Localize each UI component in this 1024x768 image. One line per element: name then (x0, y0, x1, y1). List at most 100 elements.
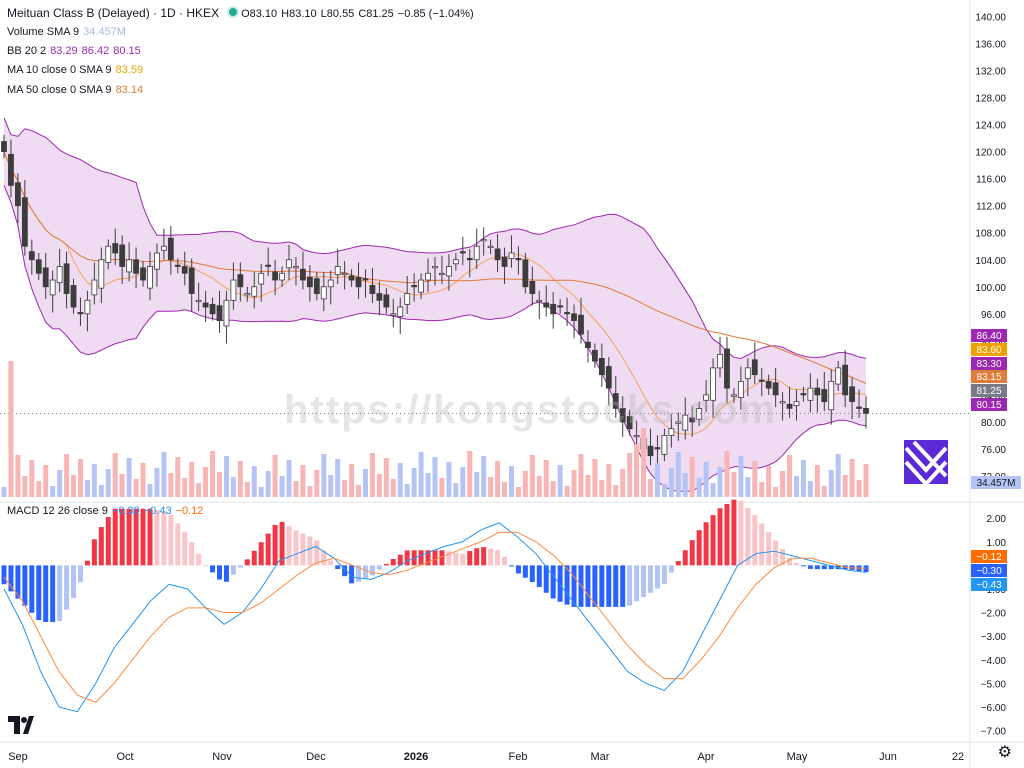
macd-histogram-bar (293, 530, 299, 566)
macd-histogram-bar (105, 517, 111, 566)
candle (724, 336, 730, 403)
macd-histogram-bar (161, 511, 167, 566)
candle (550, 292, 557, 329)
macd-histogram-bar (217, 565, 222, 580)
candle (84, 290, 91, 332)
candle (397, 297, 404, 335)
candle-body (494, 248, 501, 261)
volume-bar (557, 465, 563, 497)
candle-body (300, 268, 306, 281)
candle-body (508, 252, 515, 259)
candle (56, 248, 63, 293)
candle-body (133, 259, 139, 274)
volume-bar (362, 469, 368, 497)
volume-bar (119, 474, 125, 497)
price-tick-label: 124.00 (975, 121, 1006, 132)
macd-histogram-bar (112, 508, 118, 566)
candle-body (466, 258, 473, 261)
candle-body (418, 279, 424, 293)
ma50-legend[interactable]: MA 50 close 0 SMA 9 83.14 (7, 83, 147, 97)
candle-body (550, 303, 557, 315)
candle-body (529, 280, 536, 294)
macd-badge-label: −0.12 (976, 552, 1002, 563)
macd-histogram-bar (821, 565, 827, 570)
macd-legend[interactable]: MACD 12 26 close 9 −0.30 −0.43 −0.12 (7, 504, 207, 518)
macd-histogram-bar (467, 551, 473, 566)
macd-histogram-bar (168, 514, 174, 566)
candle-body (77, 312, 84, 315)
symbol-legend[interactable]: Meituan Class B (Delayed) · 1D · HKEX O83… (7, 6, 478, 21)
macd-histogram-bar (210, 565, 216, 573)
candle-body (119, 244, 126, 267)
candle-body (800, 393, 807, 396)
candle-body (452, 259, 459, 265)
macd-histogram-bar (814, 565, 820, 570)
candle-body (647, 445, 654, 457)
volume-legend[interactable]: Volume SMA 9 34.457M (7, 25, 130, 39)
volume-bar (564, 486, 570, 497)
volume-bar (432, 457, 438, 497)
candle-body (362, 278, 369, 281)
candle (598, 343, 605, 387)
candle-body (585, 341, 591, 348)
tradingview-logo-icon[interactable] (8, 716, 34, 734)
candle (744, 358, 751, 397)
macd-badge-bg (971, 578, 1007, 591)
ma10-legend[interactable]: MA 10 close 0 SMA 9 83.59 (7, 63, 147, 77)
candle-body (501, 256, 508, 267)
bb-basis: 83.29 (50, 45, 78, 57)
candle (251, 271, 258, 309)
candle (793, 389, 800, 421)
volume-bar (418, 452, 424, 497)
volume-badge-label: 34.457M (977, 478, 1016, 489)
macd-histogram-bar (481, 547, 487, 566)
volume-bar (425, 473, 431, 497)
ma50-value: 83.14 (115, 84, 144, 96)
candle (119, 235, 126, 285)
macd-axis: 2.001.00−1.00−2.00−3.00−4.00−5.00−6.00−7… (981, 514, 1007, 737)
macd-histogram-bar (307, 536, 313, 566)
candle (383, 288, 390, 314)
volume-bar (571, 470, 577, 497)
candle-body (167, 237, 174, 261)
volume-bar (356, 485, 362, 497)
candle (807, 373, 814, 413)
price-badges: 86.40 83.60 83.30 83.15 81.25 80.15 (971, 329, 1007, 411)
candle (174, 258, 181, 274)
macd-histogram-bar (362, 565, 368, 579)
bb-legend[interactable]: BB 20 2 83.29 86.42 80.15 (7, 44, 145, 58)
macd-histogram-bar (752, 515, 758, 566)
volume-bar (383, 458, 389, 497)
price-tick-label: 120.00 (975, 148, 1006, 159)
candle-body (105, 245, 112, 263)
ohlc-change: −0.85 (−1.04%) (397, 8, 474, 20)
macd-histogram-bar (474, 548, 480, 566)
candle (439, 255, 445, 285)
candle-body (327, 279, 334, 288)
candle (689, 405, 696, 437)
candle-body (28, 251, 35, 261)
volume-bar (64, 454, 70, 497)
volume-bar (508, 466, 514, 497)
candle (459, 236, 466, 266)
candle (682, 397, 689, 440)
candle-body (70, 285, 77, 308)
price-badge-bg (971, 384, 1007, 397)
macd-histogram-bar (425, 550, 431, 566)
candle (286, 244, 292, 281)
candle (612, 375, 619, 418)
candle-body (432, 266, 438, 269)
macd-histogram-bar (376, 565, 382, 570)
candle (237, 262, 244, 302)
macd-tick-label: 1.00 (987, 538, 1007, 549)
candle (265, 247, 272, 276)
candle-body (731, 394, 737, 397)
volume-bar (592, 459, 598, 497)
candle (272, 259, 279, 295)
volume-bar (314, 470, 320, 497)
settings-gear-icon[interactable]: ⚙ (997, 744, 1012, 761)
candle-body (717, 353, 723, 369)
candle-body (522, 259, 529, 288)
volume-bar (175, 457, 181, 497)
